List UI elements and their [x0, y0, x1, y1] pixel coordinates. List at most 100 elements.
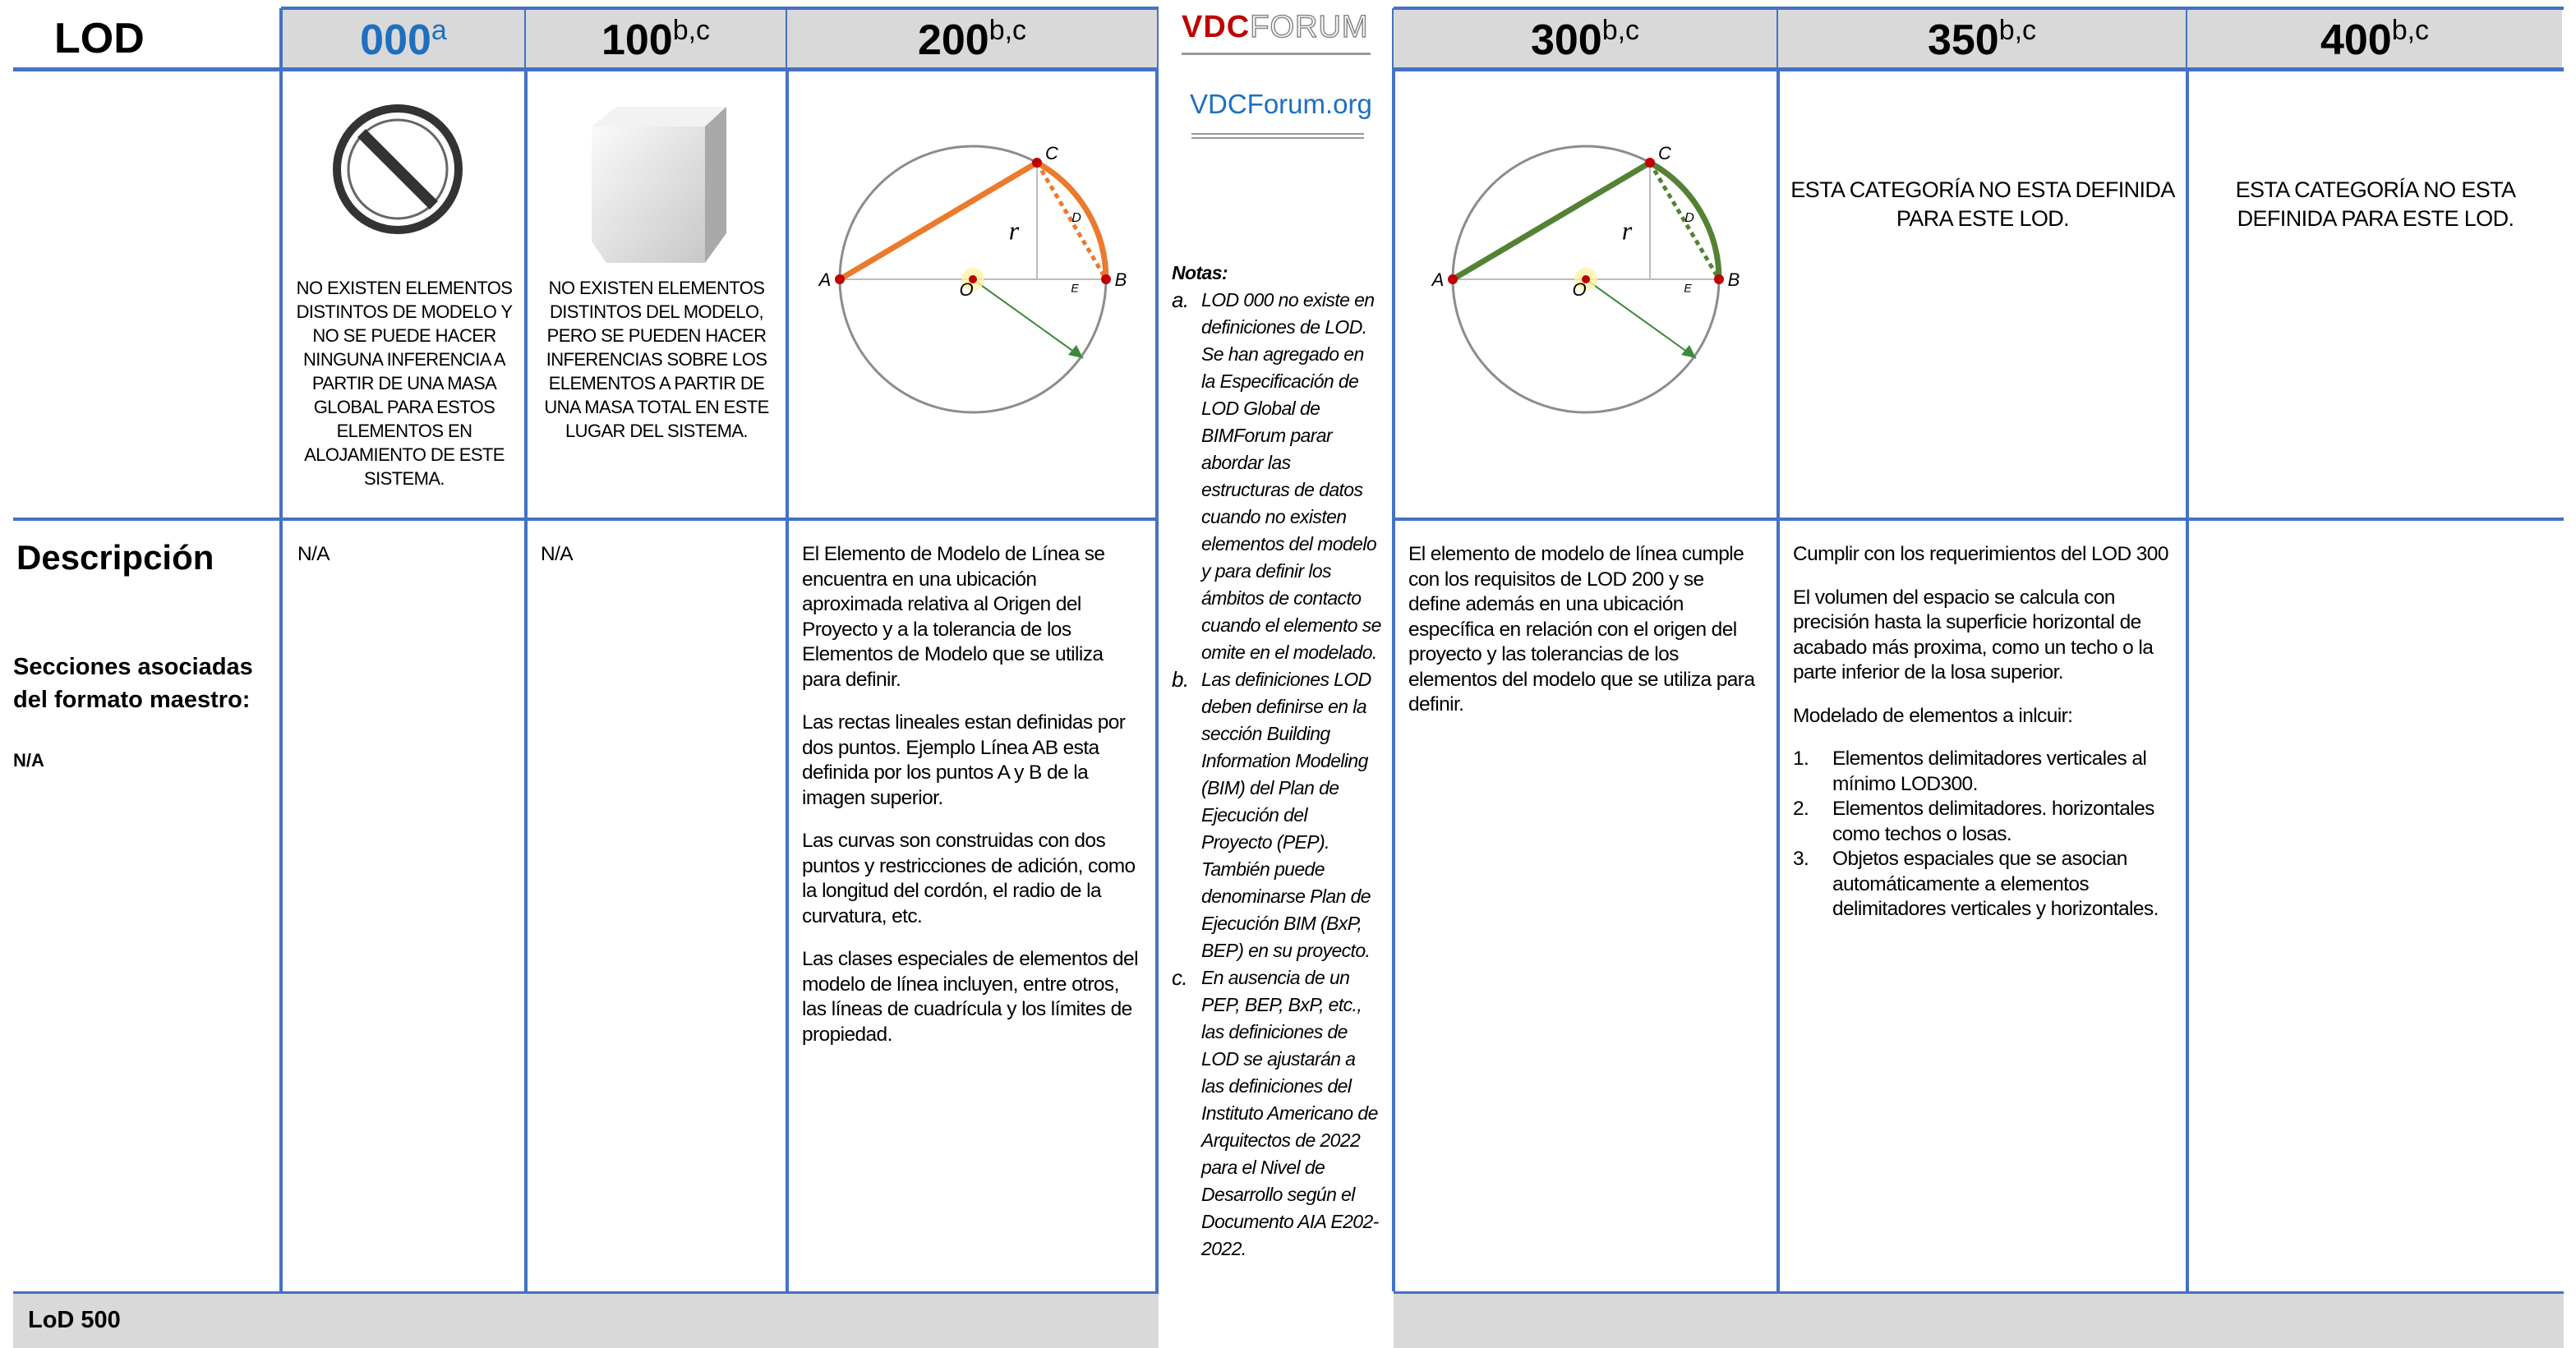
diagram-label: A: [1431, 269, 1445, 290]
description: N/A: [541, 542, 769, 586]
site: VDCForum.org: [1190, 89, 1372, 119]
diagram-label: C: [1045, 143, 1058, 163]
sections-label: Secciones asociadas del formato maestro:: [13, 654, 253, 713]
diagram-label: B: [1728, 269, 1740, 290]
column-code: 350: [1927, 16, 1999, 64]
column-border: [786, 8, 789, 1291]
column-code: 300: [1530, 16, 1602, 64]
footer-cell: LoD 500: [13, 1291, 1159, 1348]
column-code: 100: [601, 16, 673, 64]
description: N/A: [297, 542, 508, 586]
description-paragraph: El volumen del espacio se calcula con pr…: [1793, 586, 2154, 684]
column-header: 350b,c: [1778, 10, 2186, 67]
footer-label: LoD 500: [28, 1307, 121, 1333]
list-text: Elementos delimitadores. horizontales co…: [1832, 798, 2154, 845]
column-border: [2186, 8, 2189, 1291]
notes: Notas: a. LOD 000 no existe en definicion…: [1172, 260, 1382, 1263]
description-paragraph: N/A: [541, 543, 574, 565]
site-rule: [1191, 133, 1364, 139]
diagram-label: r: [1622, 215, 1633, 245]
description-paragraph: N/A: [297, 543, 330, 565]
column-header: 000a: [283, 10, 524, 67]
column-border: [524, 8, 528, 1291]
note: c. En ausencia de un PEP, BEP, BxP, etc.,…: [1172, 964, 1382, 1263]
note: a. LOD 000 no existe en definiciones de L…: [1172, 287, 1382, 666]
note-text: Las definiciones LOD deben definirse en …: [1201, 669, 1371, 961]
note-marker: b.: [1172, 667, 1189, 692]
column-border: [1776, 8, 1780, 1291]
note-text: En ausencia de un PEP, BEP, BxP, etc., l…: [1201, 967, 1379, 1259]
sections-value: N/A: [13, 750, 44, 771]
list-marker: 2.: [1793, 798, 1809, 820]
description-paragraph: Las rectas lineales estan definidas por …: [802, 711, 1126, 809]
diagram-label: E: [1684, 282, 1692, 295]
logo-rest: FORUM: [1249, 9, 1369, 45]
note-marker: c.: [1172, 965, 1188, 990]
list-item: 1. Elementos delimitadores verticales al …: [1793, 747, 2169, 797]
image-caption: ESTA CATEGORÍA NO ESTA DEFINIDA PARA EST…: [1790, 177, 2175, 231]
column-sup: b,c: [672, 15, 711, 46]
lod-header-cell: LOD: [13, 8, 283, 71]
diagram-label: E: [1071, 282, 1079, 295]
header-divider: [1394, 67, 2564, 71]
diagram-label: B: [1115, 269, 1127, 290]
list-item: 2. Elementos delimitadores. horizontales …: [1793, 797, 2169, 847]
diagram-label: D: [1071, 211, 1081, 225]
row-divider: [13, 518, 1159, 521]
image-caption: NO EXISTEN ELEMENTOS DISTINTOS DE MODELO…: [296, 278, 513, 489]
diagram-label: A: [818, 269, 832, 290]
diagram-label: D: [1684, 211, 1694, 225]
description: Cumplir con los requerimientos del LOD 3…: [1793, 542, 2169, 922]
note: b. Las definiciones LOD deben definirse e…: [1172, 666, 1382, 964]
header-divider: [13, 67, 1159, 71]
column-sup: b,c: [1601, 15, 1640, 46]
description: El Elemento de Modelo de Línea se encuen…: [802, 542, 1141, 1065]
diagram-label: C: [1658, 143, 1671, 163]
column-sup: b,c: [988, 15, 1027, 46]
list-marker: 1.: [1793, 748, 1809, 770]
column-header: 200b,c: [787, 10, 1157, 67]
list-item: 3. Objetos espaciales que se asocian auto…: [1793, 847, 2169, 922]
row-title: Descripción: [16, 538, 214, 577]
column-border: [1392, 8, 1395, 1291]
column-header: 400b,c: [2187, 10, 2562, 67]
line-diagram: A B C D E Or: [1431, 143, 1740, 414]
column-sup: a: [431, 15, 447, 46]
no-sign: [333, 104, 463, 234]
logo: VDCFORUM: [1182, 9, 1369, 45]
column-border: [1155, 8, 1159, 1291]
image-caption: ESTA CATEGORÍA NO ESTA DEFINIDA PARA EST…: [2235, 177, 2516, 231]
notes-title: Notas:: [1172, 262, 1228, 283]
description: El elemento de modelo de línea cumple co…: [1408, 542, 1760, 736]
list-marker: 3.: [1793, 848, 1809, 870]
column-sup: b,c: [1998, 15, 2037, 46]
description-paragraph: Las clases especiales de elementos del m…: [802, 948, 1139, 1046]
diagram-label: O: [1572, 279, 1586, 300]
lod-header: LOD: [54, 15, 145, 62]
column-sup: b,c: [2391, 15, 2430, 46]
footer-cell: [1394, 1291, 2564, 1348]
list-text: Objetos espaciales que se asocian automá…: [1832, 848, 2159, 920]
description-paragraph: El Elemento de Modelo de Línea se encuen…: [802, 543, 1105, 691]
image-caption: NO EXISTEN ELEMENTOS DISTINTOS DEL MODEL…: [544, 278, 769, 441]
note-marker: a.: [1172, 288, 1189, 312]
row-divider: [1394, 518, 2564, 521]
logo-bold: VDC: [1182, 10, 1251, 44]
column-code: 400: [2320, 16, 2392, 64]
description-paragraph: Las curvas son construidas con dos punto…: [802, 830, 1136, 927]
column-header: 300b,c: [1394, 10, 1776, 67]
line-diagram: A B C D E Or: [818, 143, 1127, 414]
column-border: [279, 8, 283, 1291]
cube: [592, 107, 726, 263]
description-paragraph: El elemento de modelo de línea cumple co…: [1408, 543, 1755, 715]
logo-rule: [1182, 53, 1371, 55]
description-paragraph: Modelado de elementos a inlcuir:: [1793, 704, 2073, 727]
diagram-label: O: [959, 279, 973, 300]
list-text: Elementos delimitadores verticales al mí…: [1832, 748, 2147, 795]
top-border: [281, 7, 1159, 10]
column-header: 100b,c: [526, 10, 786, 67]
description-paragraph: Cumplir con los requerimientos del LOD 3…: [1793, 543, 2168, 565]
top-border: [1394, 7, 2564, 10]
column-code: 200: [917, 16, 989, 64]
